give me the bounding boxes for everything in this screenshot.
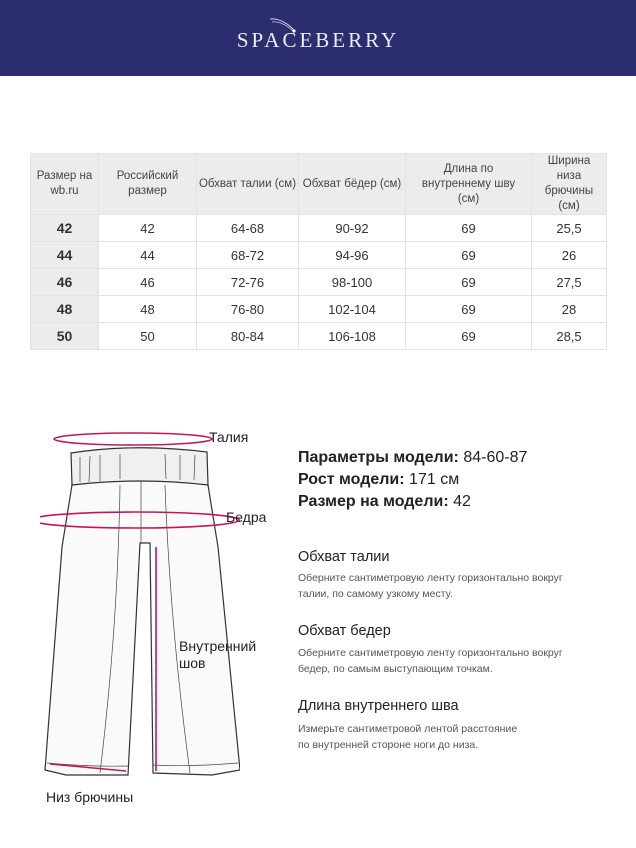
- table-row: 50 50 80-84 106-108 69 28,5: [30, 322, 607, 350]
- table-cell: 26: [531, 241, 607, 269]
- table-cell: 102-104: [298, 295, 406, 323]
- table-header-row: Размер на wb.ru Российский размер Обхват…: [30, 153, 607, 215]
- shooting-star-icon: [269, 18, 296, 33]
- label: Параметры модели:: [298, 449, 459, 466]
- model-size: Размер на модели: 42: [298, 493, 471, 511]
- table-row: 42 42 64-68 90-92 69 25,5: [30, 214, 607, 242]
- table-cell: 42: [98, 214, 197, 242]
- table-cell: 46: [30, 268, 99, 296]
- table-cell: 94-96: [298, 241, 406, 269]
- table-cell: 46: [98, 268, 197, 296]
- brand-header: SPACEBERRY: [0, 0, 636, 76]
- value: 42: [453, 493, 471, 510]
- table-cell: 90-92: [298, 214, 406, 242]
- column-header: Ширина низа брючины (см): [531, 153, 607, 215]
- instruction-title: Длина внутреннего шва: [298, 698, 459, 714]
- table-cell: 42: [30, 214, 99, 242]
- table-cell: 80-84: [196, 322, 299, 350]
- size-table: Размер на wb.ru Российский размер Обхват…: [30, 153, 607, 350]
- label-hips: Бедра: [226, 509, 267, 525]
- table-cell: 44: [98, 241, 197, 269]
- table-cell: 64-68: [196, 214, 299, 242]
- model-height: Рост модели: 171 см: [298, 471, 459, 489]
- label: Рост модели:: [298, 471, 405, 488]
- model-params: Параметры модели: 84-60-87: [298, 449, 527, 467]
- brand-logo: SPACEBERRY: [236, 28, 400, 52]
- measurement-lines: [40, 432, 240, 772]
- instruction-text: Измерьте сантиметровой лентой расстояние…: [298, 723, 518, 751]
- column-header: Российский размер: [98, 153, 197, 215]
- table-cell: 69: [405, 322, 532, 350]
- hips-measure: [40, 511, 240, 529]
- table-cell: 106-108: [298, 322, 406, 350]
- label: Размер на модели:: [298, 493, 449, 510]
- hem-measure: [49, 763, 127, 772]
- trousers-outline: [44, 448, 240, 776]
- label-waist: Талия: [209, 429, 249, 445]
- value: 171 см: [409, 471, 460, 488]
- waistband: [70, 447, 209, 486]
- table-cell: 44: [30, 241, 99, 269]
- table-cell: 28,5: [531, 322, 607, 350]
- table-cell: 69: [405, 241, 532, 269]
- table-cell: 69: [405, 295, 532, 323]
- column-header: Размер на wb.ru: [30, 153, 99, 215]
- table-row: 46 46 72-76 98-100 69 27,5: [30, 268, 607, 296]
- table-cell: 72-76: [196, 268, 299, 296]
- table-cell: 48: [30, 295, 99, 323]
- instruction-title: Обхват бедер: [298, 623, 391, 639]
- table-cell: 28: [531, 295, 607, 323]
- value: 84-60-87: [463, 449, 528, 466]
- column-header: Обхват бёдер (см): [298, 153, 406, 215]
- table-cell: 25,5: [531, 214, 607, 242]
- column-header: Длина по внутреннему шву (см): [405, 153, 532, 215]
- table-cell: 50: [30, 322, 99, 350]
- table-row: 44 44 68-72 94-96 69 26: [30, 241, 607, 269]
- waist-measure: [53, 432, 213, 446]
- table-cell: 50: [98, 322, 197, 350]
- trousers-diagram: [40, 432, 240, 776]
- label-inseam: Внутренний шов: [179, 638, 257, 671]
- table-row: 48 48 76-80 102-104 69 28: [30, 295, 607, 323]
- table-cell: 76-80: [196, 295, 299, 323]
- instruction-text: Оберните сантиметровую ленту горизонталь…: [298, 572, 563, 600]
- column-header: Обхват талии (см): [196, 153, 299, 215]
- table-cell: 69: [405, 214, 532, 242]
- table-cell: 48: [98, 295, 197, 323]
- table-cell: 68-72: [196, 241, 299, 269]
- instruction-title: Обхват талии: [298, 549, 390, 565]
- table-cell: 27,5: [531, 268, 607, 296]
- table-cell: 69: [405, 268, 532, 296]
- label-hem: Низ брючины: [46, 789, 134, 805]
- instruction-text: Оберните сантиметровую ленту горизонталь…: [298, 647, 563, 675]
- table-cell: 98-100: [298, 268, 406, 296]
